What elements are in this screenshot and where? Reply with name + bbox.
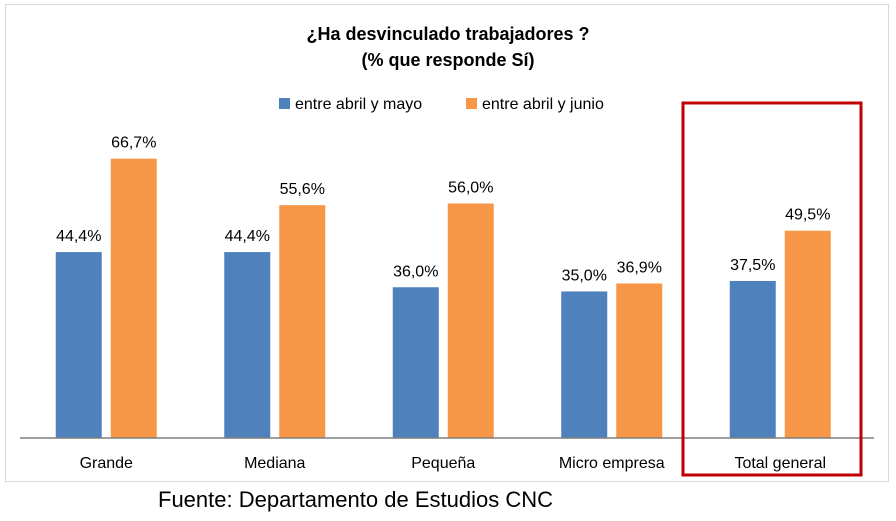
data-labels-group: 44,4% 66,7% 44,4% 55,6% 36,0% 56,0% 35,0% 36,9%… [56,135,830,285]
data-label-2-1: 66,7% [111,135,156,152]
data-label-1-2: 44,4% [225,228,270,245]
legend-swatch-2 [466,98,477,109]
data-label-2-2: 55,6% [280,181,325,198]
bar-1-5 [729,280,776,438]
bar-2-2 [279,205,326,438]
category-label-4: Micro empresa [559,455,665,472]
bar-1-3 [392,287,439,438]
legend-label-2: entre abril y junio [482,96,604,113]
chart-title: ¿Ha desvinculado trabajadores ? [306,24,589,44]
category-label-2: Mediana [244,455,305,472]
category-label-1: Grande [80,455,133,472]
data-label-1-3: 36,0% [393,263,438,280]
source-note: Fuente: Departamento de Estudios CNC [158,487,553,512]
legend: entre abril y mayo entre abril y junio [279,96,604,113]
chart-subtitle: (% que responde Sí) [361,50,534,70]
legend-swatch-1 [279,98,290,109]
legend-label-1: entre abril y mayo [295,96,422,113]
bar-2-5 [784,230,831,438]
category-labels-group: Grande Mediana Pequeña Micro empresa Total g… [80,455,827,472]
data-label-2-5: 49,5% [785,207,830,224]
bar-1-4 [561,291,608,438]
category-label-3: Pequeña [411,455,475,472]
data-label-2-3: 56,0% [448,180,493,197]
data-label-1-4: 35,0% [562,267,607,284]
highlight-box [681,101,863,477]
bar-1-2 [224,252,271,438]
bar-2-4 [616,283,663,438]
data-label-1-5: 37,5% [730,257,775,274]
chart-frame [5,4,889,482]
data-label-2-4: 36,9% [617,259,662,276]
bar-1-1 [55,252,102,438]
bar-2-1 [110,158,157,438]
bars-group [55,158,831,438]
bar-2-3 [447,203,494,438]
category-label-5: Total general [734,455,826,472]
data-label-1-1: 44,4% [56,228,101,245]
